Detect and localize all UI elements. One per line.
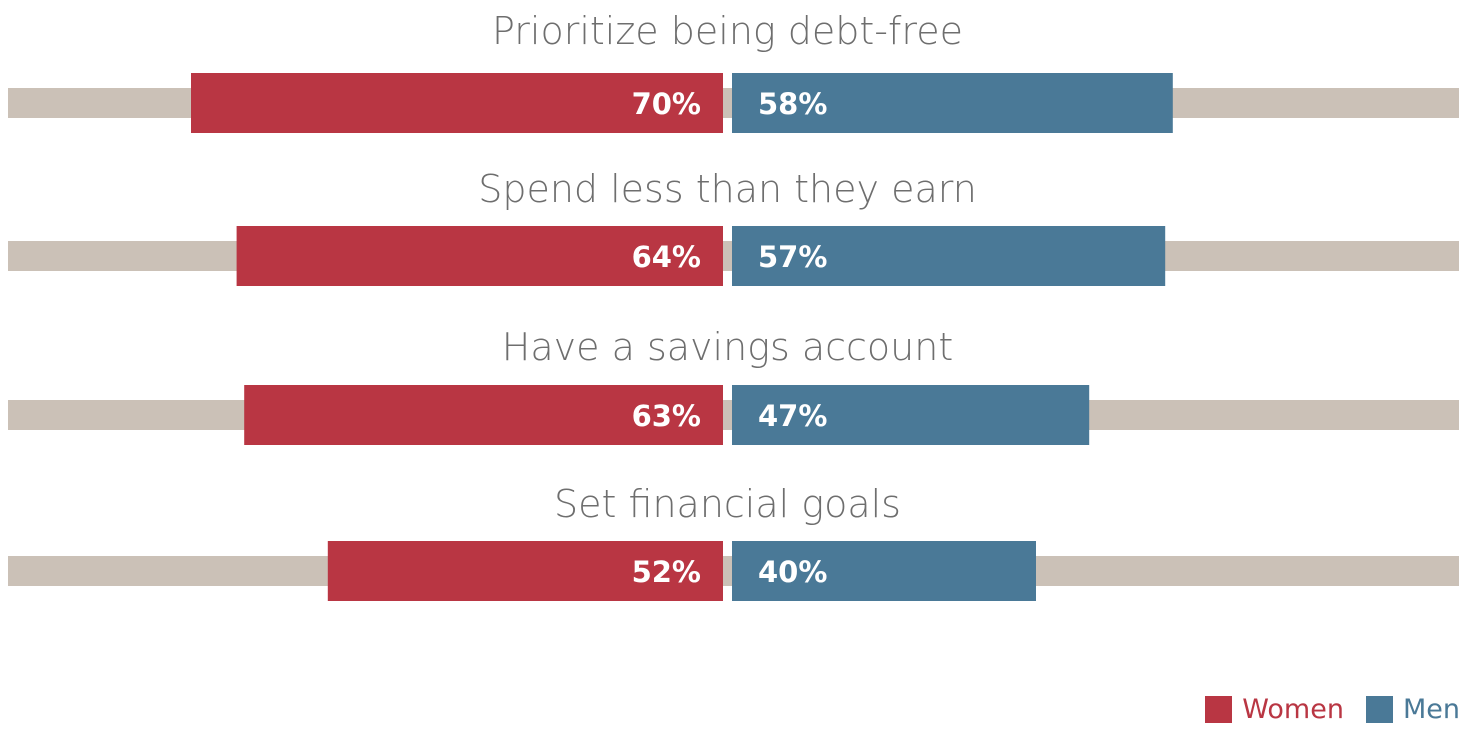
legend-label-men: Men (1402, 693, 1460, 725)
legend-item-women: Women (1205, 694, 1344, 725)
legend-swatch-women (1205, 695, 1233, 723)
bar-women (327, 541, 723, 601)
bar-women (236, 226, 723, 286)
bar-men (732, 226, 1166, 286)
legend: Women Men (1205, 689, 1460, 729)
bar-men (732, 73, 1173, 133)
value-label-men: 47% (758, 399, 827, 433)
category-label: Spend less than they earn (478, 167, 977, 211)
legend-swatch-men (1365, 695, 1393, 723)
category-label: Prioritize being debt-free (492, 9, 963, 53)
value-label-men: 40% (758, 555, 827, 589)
value-label-men: 58% (758, 87, 827, 121)
value-label-men: 57% (758, 240, 827, 274)
value-label-women: 52% (632, 555, 701, 589)
bar-men (732, 385, 1090, 445)
legend-item-men: Men (1365, 693, 1460, 725)
value-label-women: 70% (632, 87, 701, 121)
category-label: Set financial goals (554, 482, 901, 526)
bar-women (191, 73, 723, 133)
category-label: Have a savings account (502, 325, 953, 369)
value-label-women: 64% (632, 240, 701, 274)
bar-men (732, 541, 1036, 601)
bar-women (244, 385, 723, 445)
legend-label-women: Women (1242, 693, 1344, 725)
value-label-women: 63% (632, 399, 701, 433)
